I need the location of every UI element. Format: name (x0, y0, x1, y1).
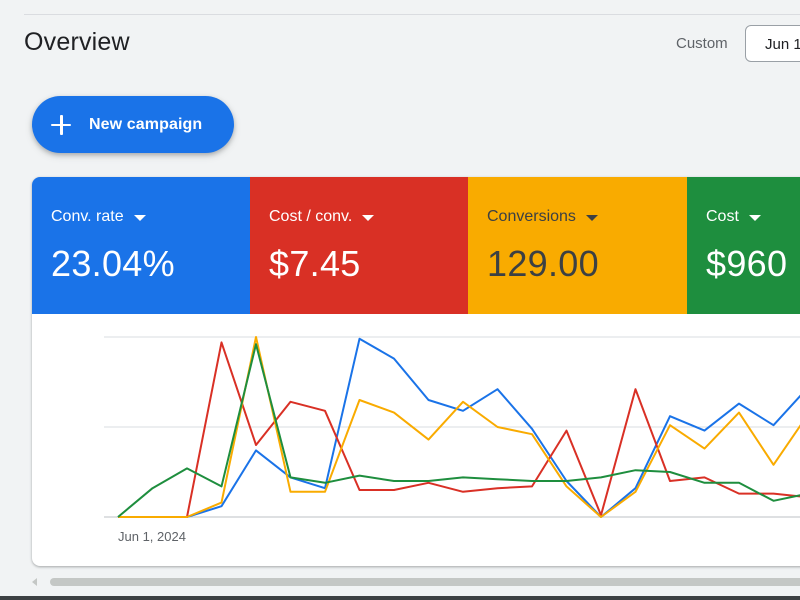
caret-down-icon[interactable] (585, 214, 598, 221)
date-range-label: Custom (676, 35, 728, 52)
caret-down-icon[interactable] (362, 214, 375, 221)
metric-tile-conv-rate[interactable]: Conv. rate 23.04% (32, 177, 250, 314)
scroll-left-arrow-icon[interactable] (32, 578, 37, 586)
metric-value: 129.00 (487, 243, 599, 284)
caret-down-icon[interactable] (133, 214, 146, 221)
horizontal-scrollbar[interactable] (32, 576, 800, 588)
performance-chart: Jun 1, 2024 (32, 314, 800, 566)
metric-name: Cost (706, 208, 739, 225)
metric-value: 23.04% (51, 243, 175, 284)
top-divider (24, 14, 800, 15)
new-campaign-label: New campaign (89, 115, 203, 133)
metric-tile-cost-per-conv[interactable]: Cost / conv. $7.45 (250, 177, 468, 314)
line-chart (104, 336, 800, 518)
metric-name: Cost / conv. (269, 208, 353, 225)
metric-value: $7.45 (269, 243, 361, 284)
metric-tiles: Conv. rate 23.04% Cost / conv. $7.45 Con… (32, 177, 800, 314)
series-line-1 (118, 341, 800, 518)
window-bottom-edge (0, 596, 800, 600)
metric-tile-conversions[interactable]: Conversions 129.00 (468, 177, 687, 314)
metric-value: $960 (706, 243, 788, 284)
date-range-picker[interactable]: Jun 1 (745, 25, 800, 62)
metric-name: Conv. rate (51, 208, 124, 225)
page-title: Overview (24, 28, 130, 56)
series-line-0 (118, 337, 800, 518)
plus-icon (51, 114, 71, 135)
scrollbar-thumb[interactable] (50, 578, 800, 586)
metric-tile-cost[interactable]: Cost $960 (687, 177, 800, 314)
caret-down-icon[interactable] (748, 214, 761, 221)
series-line-2 (118, 336, 800, 518)
x-axis-tick-label: Jun 1, 2024 (118, 529, 186, 544)
new-campaign-button[interactable]: New campaign (32, 96, 234, 153)
series-line-3 (117, 343, 800, 518)
performance-card: Conv. rate 23.04% Cost / conv. $7.45 Con… (32, 177, 800, 566)
metric-name: Conversions (487, 208, 576, 225)
